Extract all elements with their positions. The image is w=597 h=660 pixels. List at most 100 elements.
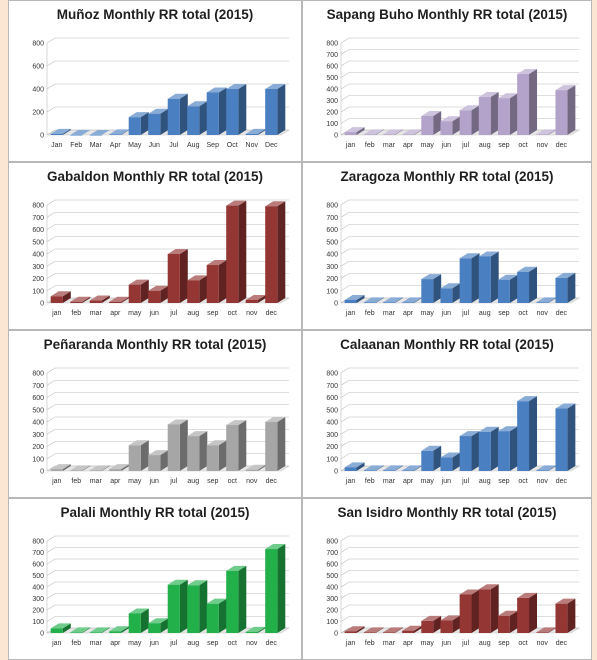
bar-side — [160, 618, 169, 633]
gridline — [340, 236, 579, 243]
bar-side — [257, 464, 266, 471]
bar-jan — [344, 127, 365, 135]
bar-jan — [50, 291, 71, 303]
bar-dec — [265, 417, 286, 471]
bar-top — [440, 615, 461, 621]
x-tick-label: mar — [383, 310, 396, 317]
bar-top — [459, 253, 480, 259]
bar-side — [62, 623, 71, 633]
y-tick-label: 100 — [326, 456, 338, 463]
bar-front — [89, 300, 102, 303]
gridline — [340, 211, 579, 218]
bar-front — [109, 631, 122, 633]
bar-feb — [70, 465, 91, 471]
bar-jan — [344, 294, 365, 303]
bar-top — [128, 279, 149, 285]
bar-front — [89, 135, 102, 136]
bar-top — [382, 129, 403, 135]
bar-sep — [497, 93, 518, 135]
bar-top — [245, 294, 266, 300]
x-tick-label: sep — [498, 478, 509, 485]
bar-mar — [382, 129, 403, 135]
gridline — [46, 248, 289, 255]
chart-title: Peñaranda Monthly RR total (2015) — [43, 337, 267, 352]
bar-May — [128, 112, 149, 135]
bar-front — [70, 135, 83, 136]
y-tick-label: 500 — [32, 573, 44, 580]
bar-front — [109, 134, 122, 135]
y-tick-label: 0 — [334, 301, 338, 308]
x-tick-label: feb — [365, 478, 375, 485]
x-tick-label: nov — [537, 640, 549, 647]
x-tick-label: aug — [187, 478, 199, 485]
bar-jul — [167, 249, 188, 303]
bar-top — [50, 291, 71, 297]
x-tick-label: apr — [110, 640, 121, 647]
bar-top — [363, 465, 384, 471]
bar-front — [421, 279, 434, 303]
x-tick-label: sep — [498, 142, 509, 149]
x-tick-label: mar — [90, 310, 103, 317]
bar-dec — [555, 272, 576, 303]
bar-jan — [50, 623, 71, 633]
bar-side — [471, 589, 480, 633]
gridline — [46, 535, 289, 542]
bar-apr — [402, 129, 423, 135]
bar-top — [70, 296, 91, 302]
bar-side — [218, 260, 227, 303]
bar-side — [101, 465, 110, 471]
x-tick-label: Apr — [110, 142, 122, 149]
gridline — [340, 199, 579, 206]
bar-front — [245, 631, 258, 633]
bar-front — [128, 613, 141, 633]
bar-oct — [517, 592, 538, 633]
bar-top — [497, 426, 518, 432]
x-tick-label: Oct — [227, 142, 238, 149]
bar-top — [128, 112, 149, 118]
x-tick-label: oct — [518, 310, 527, 317]
x-tick-label: apr — [403, 142, 414, 149]
y-tick-label: 500 — [32, 239, 44, 246]
x-tick-label: jul — [461, 478, 469, 485]
bar-top — [440, 283, 461, 289]
y-tick-label: 500 — [326, 75, 338, 82]
bar-front — [206, 603, 219, 633]
x-tick-label: Jan — [51, 142, 62, 149]
bar-front — [517, 401, 530, 471]
bar-front — [517, 74, 530, 135]
bar-top — [206, 87, 227, 93]
chart-title: Muñoz Monthly RR total (2015) — [56, 7, 254, 22]
bar-front — [459, 436, 472, 471]
bar-front — [70, 301, 83, 303]
bar-front — [497, 615, 510, 633]
bar-may — [421, 111, 442, 135]
bar-aug — [478, 92, 499, 135]
gridline — [340, 49, 579, 55]
x-tick-label: feb — [365, 310, 375, 317]
y-tick-label: 200 — [326, 110, 338, 117]
y-tick-label: 100 — [326, 121, 338, 128]
x-tick-label: dec — [556, 142, 568, 149]
y-tick-label: 400 — [326, 420, 338, 427]
chart-title: Calaanan Monthly RR total (2015) — [340, 337, 554, 352]
y-tick-label: 300 — [32, 264, 44, 271]
bar-top — [70, 130, 91, 135]
gridline — [46, 416, 289, 423]
bar-jan — [344, 462, 365, 471]
chart-plot: 0 100 200 300 400 500 600 700 800 jan feb mar apr may… — [32, 199, 291, 317]
bar-front — [226, 205, 239, 303]
x-tick-label: oct — [518, 142, 527, 149]
bar-side — [218, 87, 227, 135]
bar-front — [187, 106, 200, 135]
y-tick-label: 0 — [334, 133, 338, 140]
y-tick-label: 100 — [326, 619, 338, 626]
x-tick-label: jun — [441, 310, 451, 317]
bar-mar — [89, 627, 110, 633]
chart-panel-zaragoza: Zaragoza Monthly RR total (2015) 0 100 200… — [302, 162, 592, 330]
bar-feb — [363, 465, 384, 471]
bar-top — [167, 419, 188, 425]
x-tick-label: apr — [110, 310, 121, 317]
gridline — [340, 260, 579, 267]
bar-jul — [459, 105, 480, 135]
bar-side — [529, 396, 538, 471]
